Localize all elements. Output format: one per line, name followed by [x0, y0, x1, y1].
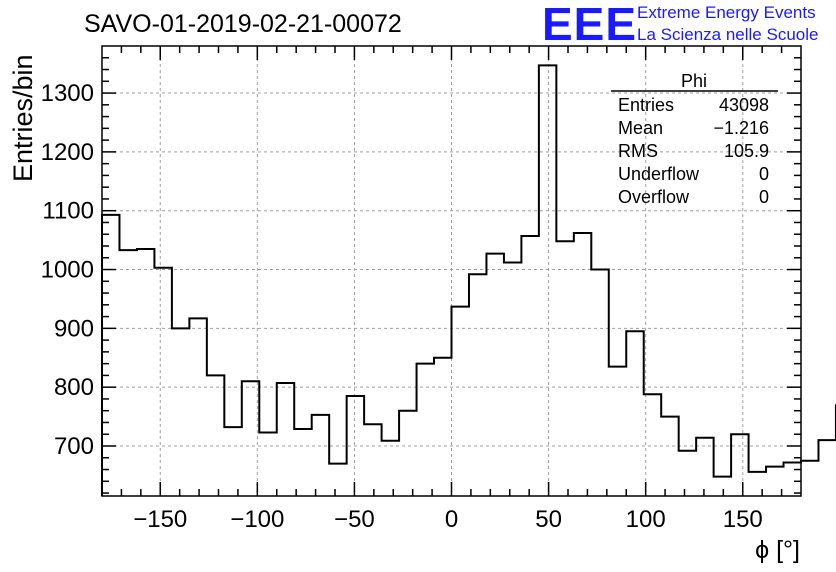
- y-tick-label: 800: [54, 374, 94, 401]
- histogram-bin: [504, 262, 521, 496]
- histogram-outline: [101, 64, 836, 496]
- logo-line1: Extreme Energy Events: [637, 3, 816, 22]
- histogram-bin: [469, 274, 486, 496]
- stats-value-entries: 43098: [719, 95, 769, 115]
- histogram-bin: [609, 367, 626, 496]
- x-tick-label: −100: [230, 506, 284, 533]
- histogram-bin: [382, 441, 399, 496]
- histogram-bin: [242, 381, 259, 496]
- stats-value-rms: 105.9: [724, 141, 769, 161]
- stats-label-underflow: Underflow: [618, 164, 700, 184]
- x-tick-label: −50: [334, 506, 375, 533]
- histogram-bin: [207, 375, 224, 496]
- x-tick-labels: −150 −100 −50 0 50 100 150: [133, 506, 763, 533]
- histogram-bin: [224, 427, 241, 496]
- histogram-bin: [434, 358, 451, 496]
- stats-label-entries: Entries: [618, 95, 674, 115]
- logo-line2: La Scienza nelle Scuole: [637, 25, 818, 44]
- histogram-bin: [137, 249, 154, 496]
- eee-logo: EEE Extreme Energy Events La Scienza nel…: [542, 0, 818, 50]
- histogram-bin: [731, 434, 748, 496]
- histogram-bin: [591, 270, 608, 496]
- stats-label-rms: RMS: [618, 141, 658, 161]
- histogram-bin: [574, 233, 591, 496]
- histogram-bin: [172, 328, 189, 496]
- histogram-bin: [294, 429, 311, 496]
- y-tick-label: 900: [54, 315, 94, 342]
- histogram-bin: [801, 461, 818, 496]
- y-tick-label: 1300: [41, 80, 94, 107]
- y-tick-label: 700: [54, 433, 94, 460]
- x-tick-label: 50: [535, 506, 562, 533]
- stats-value-mean: −1.216: [713, 118, 769, 138]
- y-tick-labels: 700 800 900 1000 1100 1200 1300: [41, 80, 94, 460]
- histogram-bin: [539, 65, 556, 496]
- stats-label-overflow: Overflow: [618, 187, 690, 207]
- histogram-bin: [312, 415, 329, 496]
- histogram-bin: [661, 417, 678, 496]
- stats-label-mean: Mean: [618, 118, 663, 138]
- histogram-bin: [644, 394, 661, 496]
- histogram-bin: [679, 451, 696, 496]
- histogram-bin: [556, 241, 573, 496]
- histogram-bin: [714, 477, 731, 496]
- y-tick-label: 1200: [41, 139, 94, 166]
- histogram-bin: [329, 464, 346, 496]
- axis-ticks: [102, 46, 801, 496]
- x-tick-label: 0: [445, 506, 458, 533]
- histogram-bin: [784, 462, 801, 496]
- logo-mark: EEE: [542, 0, 637, 50]
- y-tick-label: 1000: [41, 257, 94, 284]
- histogram-bin: [818, 440, 835, 496]
- histogram-bin: [486, 254, 503, 496]
- histogram-bin: [259, 432, 276, 496]
- histogram-bin: [277, 383, 294, 496]
- histogram-bin: [189, 318, 206, 496]
- histogram-bin: [154, 268, 171, 496]
- stats-value-underflow: 0: [759, 164, 769, 184]
- histogram-bin: [696, 438, 713, 496]
- x-tick-label: 150: [723, 506, 763, 533]
- histogram-bin: [399, 411, 416, 496]
- histogram-bin: [749, 472, 766, 496]
- histogram-bin: [102, 215, 119, 496]
- x-axis-label: ϕ [°]: [755, 536, 800, 564]
- histogram-bin: [626, 331, 643, 496]
- histogram-bin: [417, 364, 434, 496]
- stats-value-overflow: 0: [759, 187, 769, 207]
- y-axis-label: Entries/bin: [8, 54, 38, 182]
- histogram-bin: [452, 307, 469, 496]
- histogram-bin: [347, 396, 364, 496]
- stats-box-title: Phi: [681, 71, 707, 91]
- histogram-bin: [521, 236, 538, 496]
- stats-box: Phi Entries 43098 Mean −1.216 RMS 105.9 …: [611, 71, 778, 207]
- chart-title: SAVO-01-2019-02-21-00072: [84, 10, 402, 38]
- histogram-bin: [364, 424, 381, 496]
- y-tick-label: 1100: [42, 198, 94, 225]
- x-tick-label: 100: [626, 506, 666, 533]
- histogram-bin: [119, 250, 136, 496]
- grid-lines: [102, 46, 801, 496]
- x-tick-label: −150: [133, 506, 187, 533]
